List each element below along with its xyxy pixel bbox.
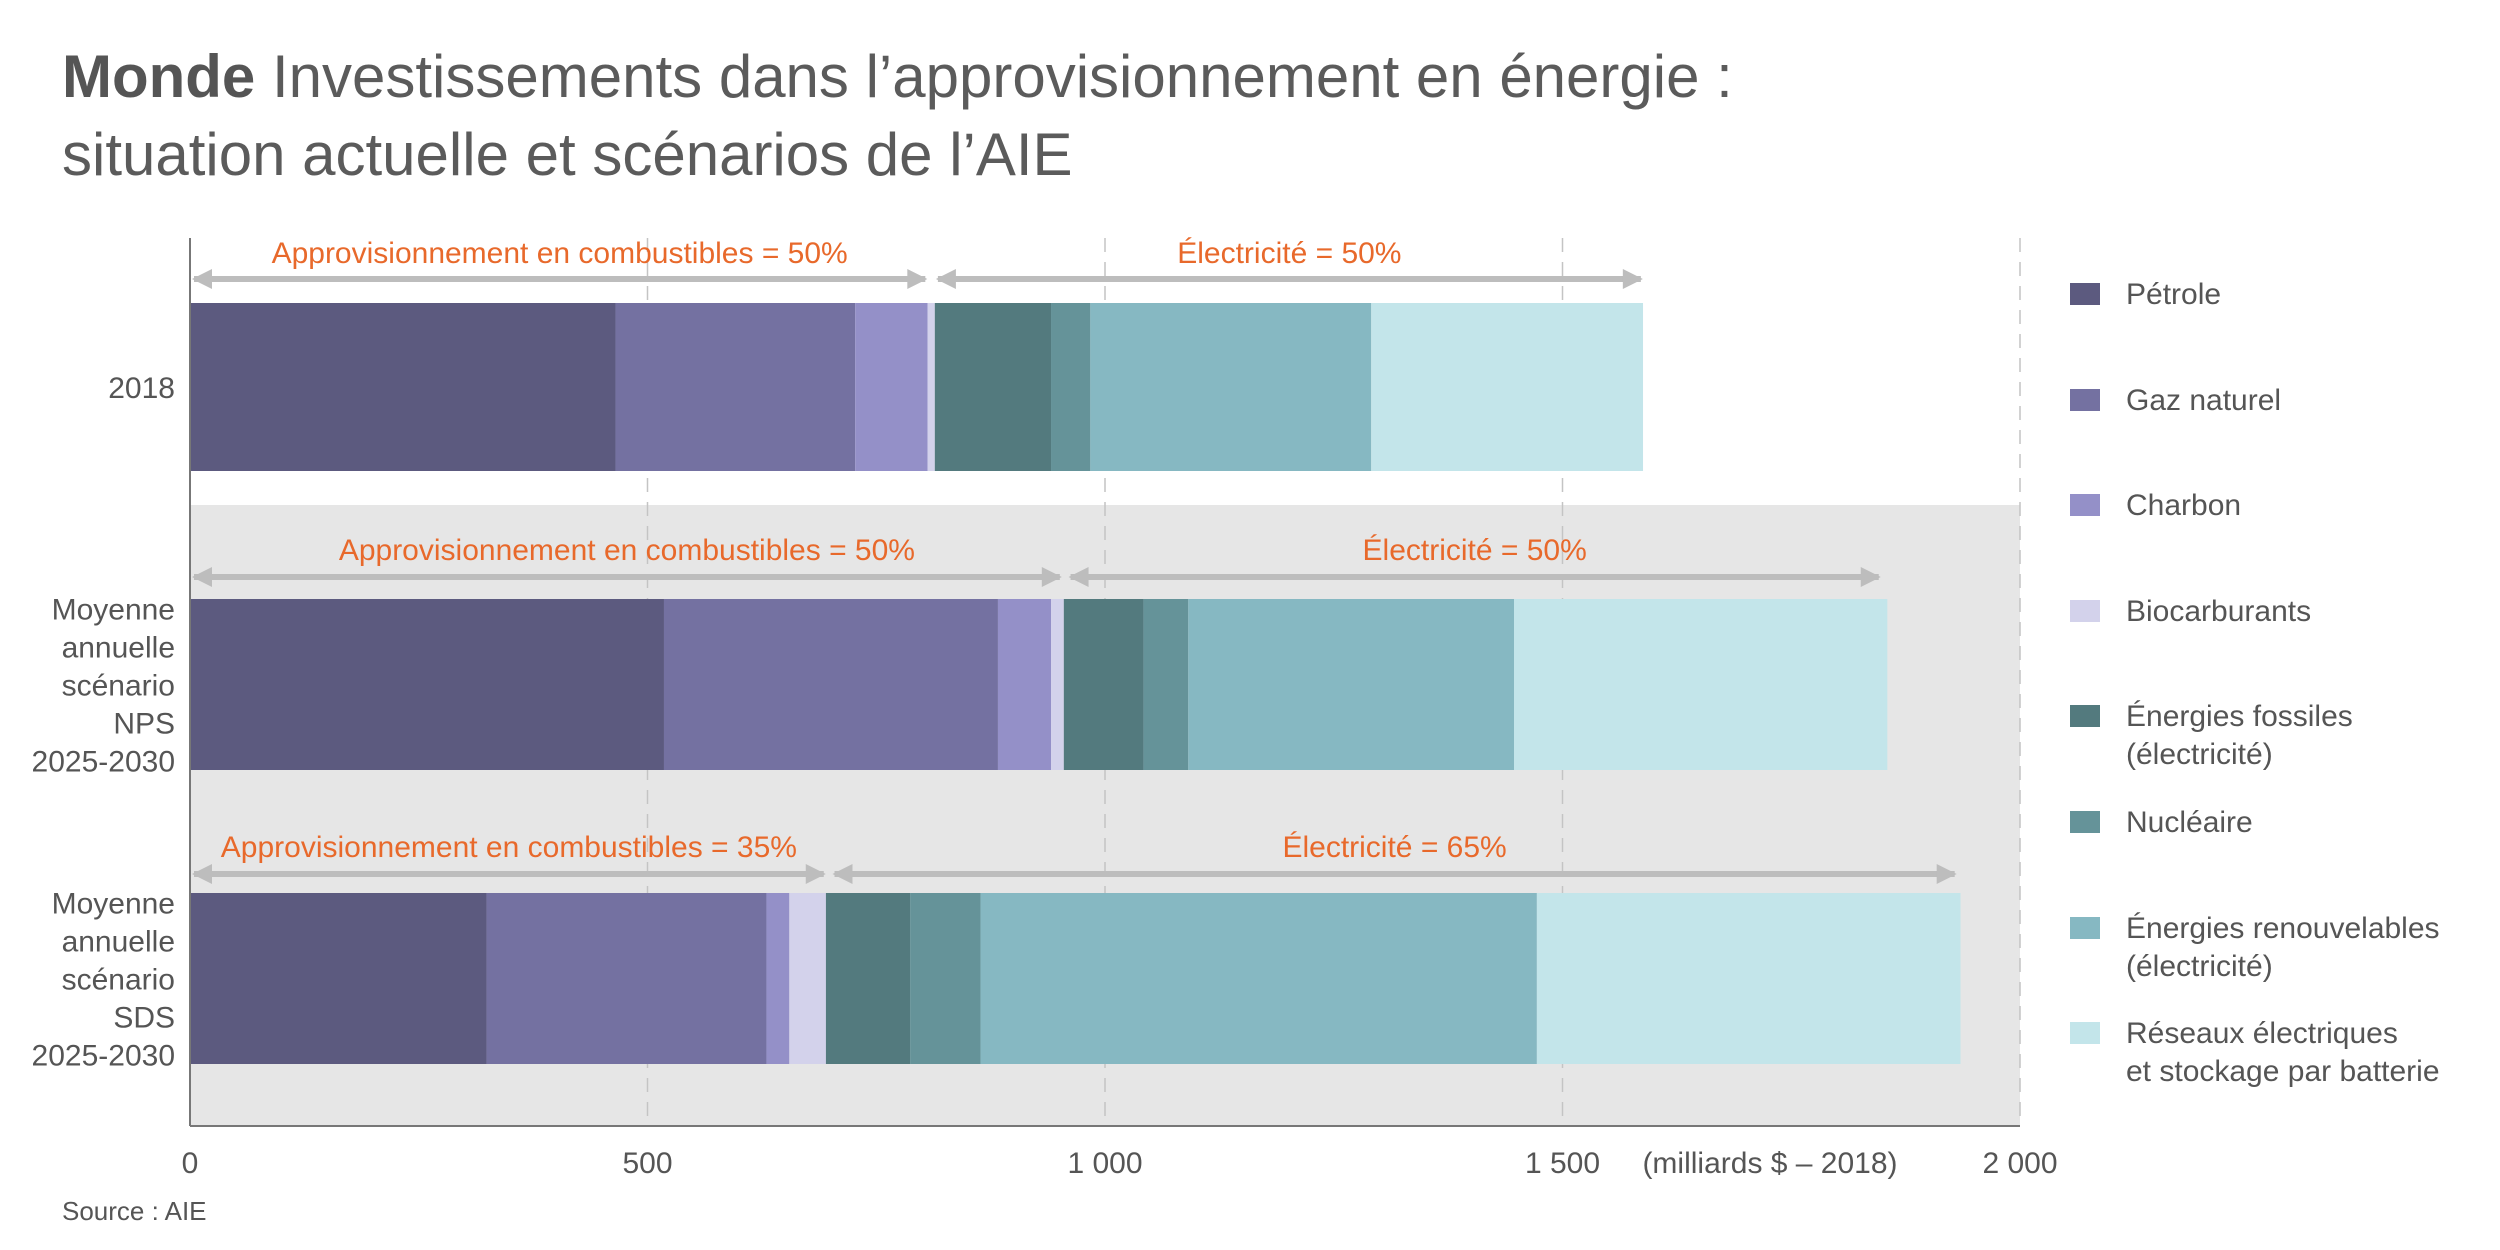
annotation-label-0: Approvisionnement en combustibles = 50% (272, 237, 848, 270)
category-label-2-1: annuelle (62, 926, 175, 959)
bar-segment-2-0 (190, 893, 487, 1064)
legend-swatch-6 (2070, 917, 2100, 939)
bar-segment-2-4 (825, 893, 911, 1064)
category-label-2-0: Moyenne (52, 888, 175, 921)
legend-swatch-1 (2070, 389, 2100, 411)
bar-segment-0-7 (1371, 303, 1644, 471)
legend-item-4: Énergies fossiles (électricité) (2070, 698, 2353, 774)
category-label-2-4: 2025-2030 (32, 1040, 175, 1073)
legend-label-4: Énergies fossiles (électricité) (2126, 700, 2353, 771)
x-tick-label-1: 500 (622, 1147, 672, 1180)
bar-segment-0-1 (615, 303, 856, 471)
x-axis-unit-label: (milliards $ – 2018) (1642, 1147, 1897, 1180)
legend-item-1: Gaz naturel (2070, 382, 2281, 420)
legend-item-7: Réseaux électriques et stockage par batt… (2070, 1015, 2440, 1091)
bar-segment-2-7 (1536, 893, 1961, 1064)
source-note: Source : AIE (62, 1196, 207, 1226)
bar-segment-0-6 (1090, 303, 1372, 471)
x-tick-label-0: 0 (182, 1147, 199, 1180)
category-label-1-0: Moyenne (52, 594, 175, 627)
legend-swatch-3 (2070, 600, 2100, 622)
bar-segment-2-3 (789, 893, 826, 1064)
bar-segment-2-1 (486, 893, 767, 1064)
x-tick-label-2: 1 000 (1067, 1147, 1142, 1180)
x-tick-label-4: 2 000 (1982, 1147, 2057, 1180)
legend-swatch-0 (2070, 283, 2100, 305)
legend-label-3: Biocarburants (2126, 595, 2312, 628)
legend-label-5: Nucléaire (2126, 806, 2253, 839)
bar-segment-0-0 (190, 303, 616, 471)
chart-title: Monde Investissements dans l’approvision… (62, 38, 2062, 194)
legend-swatch-5 (2070, 811, 2100, 833)
bar-segment-1-3 (1051, 599, 1064, 770)
title-line2: situation actuelle et scénarios de l’AIE (62, 121, 1073, 188)
bar-segment-2-2 (766, 893, 790, 1064)
bar-segment-2-6 (980, 893, 1537, 1064)
category-label-1-3: NPS (113, 708, 175, 741)
bar-segment-1-1 (663, 599, 998, 770)
title-bold: Monde (62, 43, 256, 110)
category-label-2-3: SDS (113, 1002, 175, 1035)
category-label-1-4: 2025-2030 (32, 746, 175, 779)
legend-swatch-4 (2070, 705, 2100, 727)
bar-segment-1-6 (1188, 599, 1515, 770)
legend-label-2: Charbon (2126, 489, 2242, 522)
bar-segment-1-5 (1143, 599, 1189, 770)
category-label-0-0: 2018 (108, 372, 175, 405)
title-line1: Investissements dans l’approvisionnement… (255, 43, 1733, 110)
bar-segment-0-5 (1051, 303, 1091, 471)
bar-segment-1-0 (190, 599, 664, 770)
annotation-label-3: Électricité = 50% (1363, 534, 1587, 567)
bar-segment-2-5 (910, 893, 981, 1064)
category-label-2-2: scénario (62, 964, 175, 997)
annotation-label-1: Électricité = 50% (1177, 237, 1401, 270)
x-tick-label-3: 1 500 (1525, 1147, 1600, 1180)
bar-segment-0-3 (927, 303, 935, 471)
bar-segment-0-4 (934, 303, 1052, 471)
legend-item-5: Nucléaire (2070, 804, 2253, 842)
legend-item-2: Charbon (2070, 487, 2241, 525)
annotation-label-4: Approvisionnement en combustibles = 35% (221, 831, 797, 864)
legend-item-3: Biocarburants (2070, 593, 2311, 631)
bar-segment-1-2 (997, 599, 1052, 770)
legend-item-0: Pétrole (2070, 276, 2221, 314)
legend-label-6: Énergies renouvelables (électricité) (2126, 912, 2440, 983)
bar-segment-0-2 (855, 303, 928, 471)
annotation-label-5: Électricité = 65% (1282, 831, 1506, 864)
legend-item-6: Énergies renouvelables (électricité) (2070, 910, 2440, 986)
bar-segment-1-4 (1063, 599, 1144, 770)
annotation-label-2: Approvisionnement en combustibles = 50% (339, 534, 915, 567)
bar-segment-1-7 (1514, 599, 1888, 770)
legend-label-0: Pétrole (2126, 278, 2222, 311)
category-label-1-2: scénario (62, 670, 175, 703)
legend-swatch-2 (2070, 494, 2100, 516)
category-label-1-1: annuelle (62, 632, 175, 665)
legend-label-1: Gaz naturel (2126, 384, 2282, 417)
legend-label-7: Réseaux électriques et stockage par batt… (2126, 1017, 2440, 1088)
legend-swatch-7 (2070, 1022, 2100, 1044)
